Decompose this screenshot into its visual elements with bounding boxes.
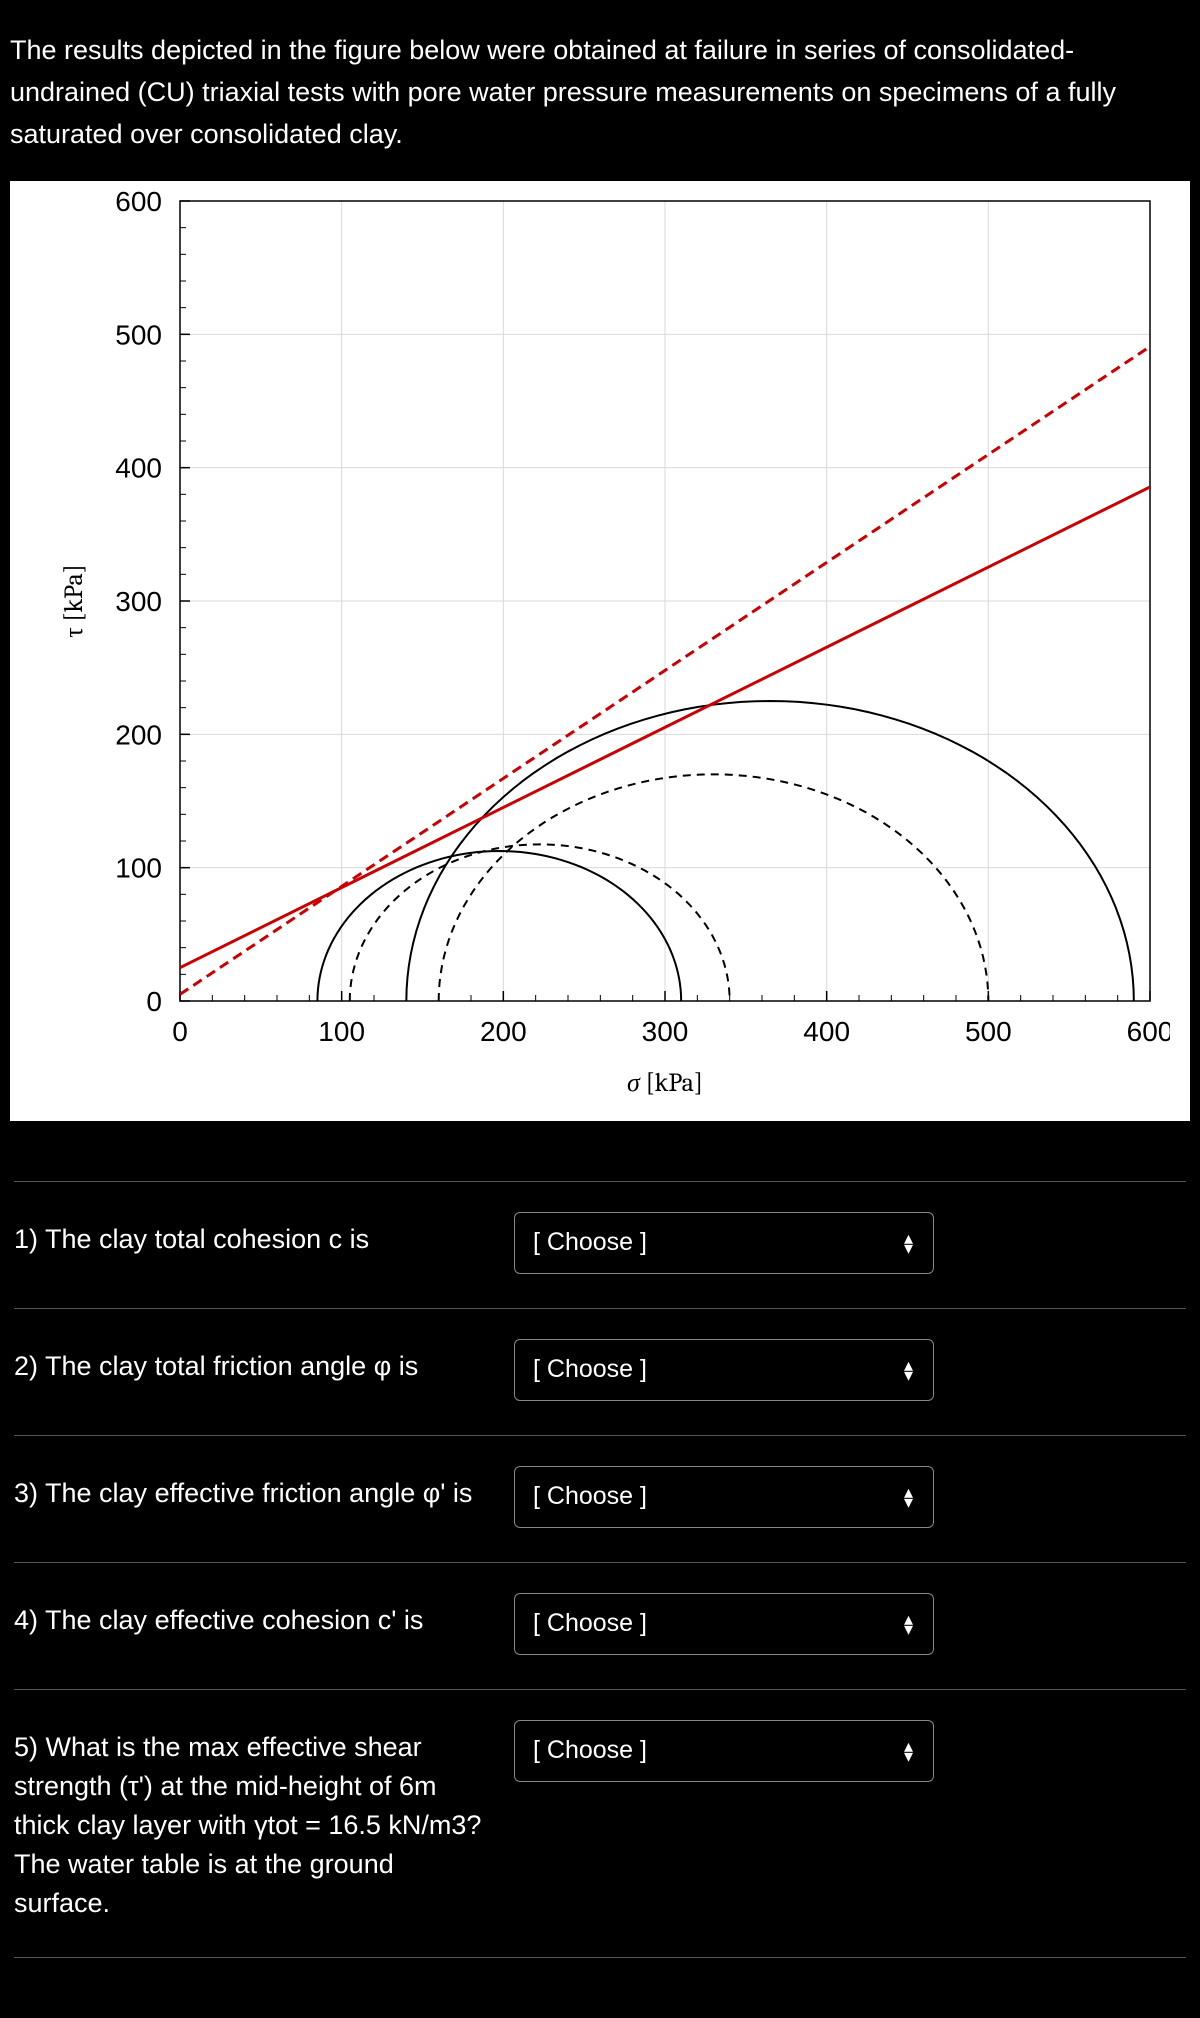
question-label: 4) The clay effective cohesion c' is: [14, 1593, 484, 1640]
svg-text:300: 300: [115, 586, 162, 617]
mohr-chart-svg: 0 100 200 300 400 500 600 0 100 200 300 400 500 600 σ …: [50, 191, 1170, 1111]
select-placeholder: [ Choose ]: [533, 1355, 647, 1384]
question-row: 5) What is the max effective shear stren…: [14, 1690, 1186, 1959]
svg-text:200: 200: [115, 719, 162, 750]
svg-text:500: 500: [115, 319, 162, 350]
question-row: 2) The clay total friction angle φ is [ C…: [14, 1309, 1186, 1436]
answer-select[interactable]: [ Choose ] ▴▾: [514, 1593, 934, 1655]
svg-text:400: 400: [115, 452, 162, 483]
svg-text:0: 0: [146, 986, 162, 1017]
svg-text:500: 500: [965, 1016, 1012, 1047]
answer-select[interactable]: [ Choose ] ▴▾: [514, 1466, 934, 1528]
question-label: 1) The clay total cohesion c is: [14, 1212, 484, 1259]
select-placeholder: [ Choose ]: [533, 1482, 647, 1511]
select-placeholder: [ Choose ]: [533, 1609, 647, 1638]
answer-select[interactable]: [ Choose ] ▴▾: [514, 1212, 934, 1274]
question-row: 3) The clay effective friction angle φ' …: [14, 1436, 1186, 1563]
svg-text:100: 100: [318, 1016, 365, 1047]
answer-select[interactable]: [ Choose ] ▴▾: [514, 1720, 934, 1782]
svg-text:400: 400: [803, 1016, 850, 1047]
svg-text:τ [kPa]: τ [kPa]: [59, 564, 89, 638]
updown-icon: ▴▾: [904, 1360, 913, 1380]
updown-icon: ▴▾: [904, 1741, 913, 1761]
updown-icon: ▴▾: [904, 1487, 913, 1507]
problem-statement: The results depicted in the figure below…: [10, 30, 1190, 156]
question-row: 1) The clay total cohesion c is [ Choose …: [14, 1181, 1186, 1309]
mohr-chart-container: 0 100 200 300 400 500 600 0 100 200 300 400 500 600 σ …: [10, 181, 1190, 1121]
select-placeholder: [ Choose ]: [533, 1736, 647, 1765]
svg-text:100: 100: [115, 852, 162, 883]
updown-icon: ▴▾: [904, 1233, 913, 1253]
question-label: 3) The clay effective friction angle φ' …: [14, 1466, 484, 1513]
svg-text:600: 600: [115, 191, 162, 217]
svg-text:300: 300: [642, 1016, 689, 1047]
select-placeholder: [ Choose ]: [533, 1228, 647, 1257]
svg-text:600: 600: [1127, 1016, 1170, 1047]
question-label: 2) The clay total friction angle φ is: [14, 1339, 484, 1386]
question-label: 5) What is the max effective shear stren…: [14, 1720, 484, 1924]
answer-select[interactable]: [ Choose ] ▴▾: [514, 1339, 934, 1401]
svg-text:0: 0: [172, 1016, 188, 1047]
questions-list: 1) The clay total cohesion c is [ Choose …: [10, 1181, 1190, 1959]
svg-text:200: 200: [480, 1016, 527, 1047]
svg-text:σ [kPa]: σ [kPa]: [627, 1068, 703, 1098]
updown-icon: ▴▾: [904, 1614, 913, 1634]
question-row: 4) The clay effective cohesion c' is [ Ch…: [14, 1563, 1186, 1690]
